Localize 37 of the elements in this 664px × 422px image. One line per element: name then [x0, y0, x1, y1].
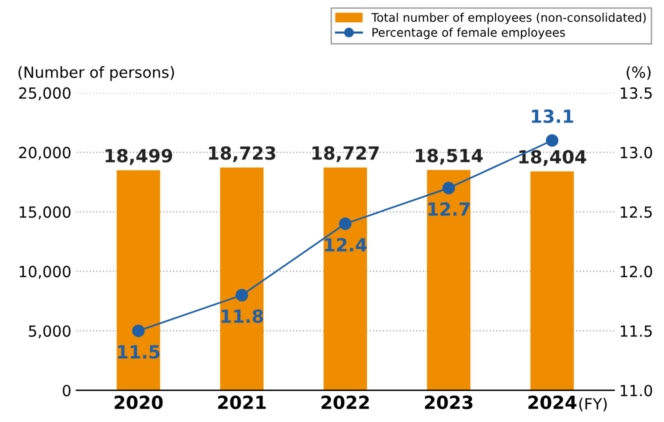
data-label: 13.1 [532, 109, 574, 124]
y2-axis-title: (%) [626, 66, 651, 80]
y-tick-label: 0 [62, 384, 70, 396]
y-tick-label: 15,000 [20, 206, 70, 220]
data-label: 12.7 [428, 202, 470, 216]
data-label: 18,499 [106, 148, 172, 165]
x-tick-label: 2022 [322, 396, 369, 410]
point [442, 182, 455, 194]
data-label: 11.8 [222, 309, 264, 324]
y2-tick-label: 12.0 [620, 266, 652, 278]
y-tick-label: 5,000 [28, 325, 70, 338]
y2-tick-label: 11.0 [620, 384, 652, 396]
y-axis-title: (Number of persons) [18, 66, 174, 81]
data-label: 12.4 [325, 238, 367, 252]
x-tick-label: 2021 [218, 396, 266, 410]
y2-tick-label: 13.5 [620, 87, 652, 99]
legend-label: Percentage of female employees [372, 28, 565, 40]
data-label: 18,514 [416, 148, 483, 165]
y2-tick-label: 11.5 [620, 326, 652, 337]
point [236, 288, 248, 302]
y-tick-label: 25,000 [19, 87, 70, 100]
x-tick-label: 2023 [425, 396, 472, 410]
point [339, 217, 352, 230]
data-label: 18,727 [312, 146, 379, 162]
x-tick-label: 2024 [528, 396, 576, 410]
data-label: 11.5 [118, 345, 160, 359]
y2-tick-label: 12.5 [620, 206, 652, 218]
y2-tick-label: 13.0 [620, 146, 652, 158]
data-label: 18,723 [209, 146, 276, 162]
point [546, 134, 558, 147]
y-tick-label: 20,000 [19, 146, 70, 160]
x-tick-label: 2020 [114, 396, 163, 410]
data-label: 18,404 [519, 150, 586, 166]
legend-label: Total number of employees (non-consolidated) [371, 12, 646, 24]
point [132, 324, 145, 338]
x-axis-title: (FY) [579, 398, 607, 412]
y-tick-label: 10,000 [20, 266, 70, 279]
